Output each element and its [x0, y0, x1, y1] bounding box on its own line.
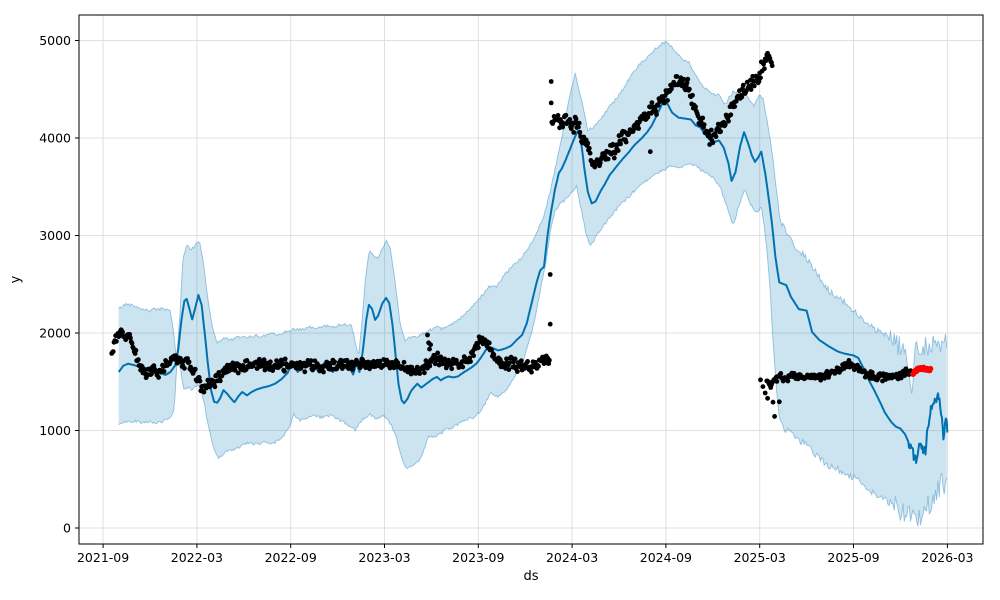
- svg-text:2023-09: 2023-09: [452, 550, 504, 565]
- svg-text:5000: 5000: [39, 33, 71, 48]
- y-tick-labels: 0 1000 2000 3000 4000 5000: [39, 33, 71, 536]
- uncertainty-band: [118, 40, 948, 527]
- svg-text:3000: 3000: [39, 228, 71, 243]
- axes-frame: [78, 14, 984, 545]
- forecast-line: [117, 98, 949, 464]
- band-lower-edge: [118, 163, 948, 527]
- svg-text:1000: 1000: [39, 423, 71, 438]
- x-tick-labels: 2021-09 2022-03 2022-09 2023-03 2023-09 2024-…: [77, 550, 974, 565]
- history-points: [109, 50, 914, 419]
- grid-lines: [79, 15, 983, 544]
- svg-text:4000: 4000: [39, 131, 71, 146]
- svg-text:2025-09: 2025-09: [827, 550, 879, 565]
- svg-text:2000: 2000: [39, 326, 71, 341]
- future-points: [910, 364, 934, 378]
- svg-text:0: 0: [63, 521, 71, 536]
- svg-text:2024-03: 2024-03: [546, 550, 598, 565]
- y-axis-label: y: [8, 275, 24, 284]
- svg-text:2021-09: 2021-09: [77, 550, 129, 565]
- svg-text:2022-03: 2022-03: [171, 550, 223, 565]
- y-ticks: [75, 40, 79, 529]
- band-upper-edge: [118, 40, 948, 394]
- svg-text:2023-03: 2023-03: [358, 550, 410, 565]
- x-axis-label: ds: [523, 569, 539, 584]
- svg-text:2025-03: 2025-03: [734, 550, 786, 565]
- svg-text:2026-03: 2026-03: [921, 550, 973, 565]
- svg-text:2022-09: 2022-09: [265, 550, 317, 565]
- x-ticks: [102, 544, 948, 548]
- svg-text:2024-09: 2024-09: [640, 550, 692, 565]
